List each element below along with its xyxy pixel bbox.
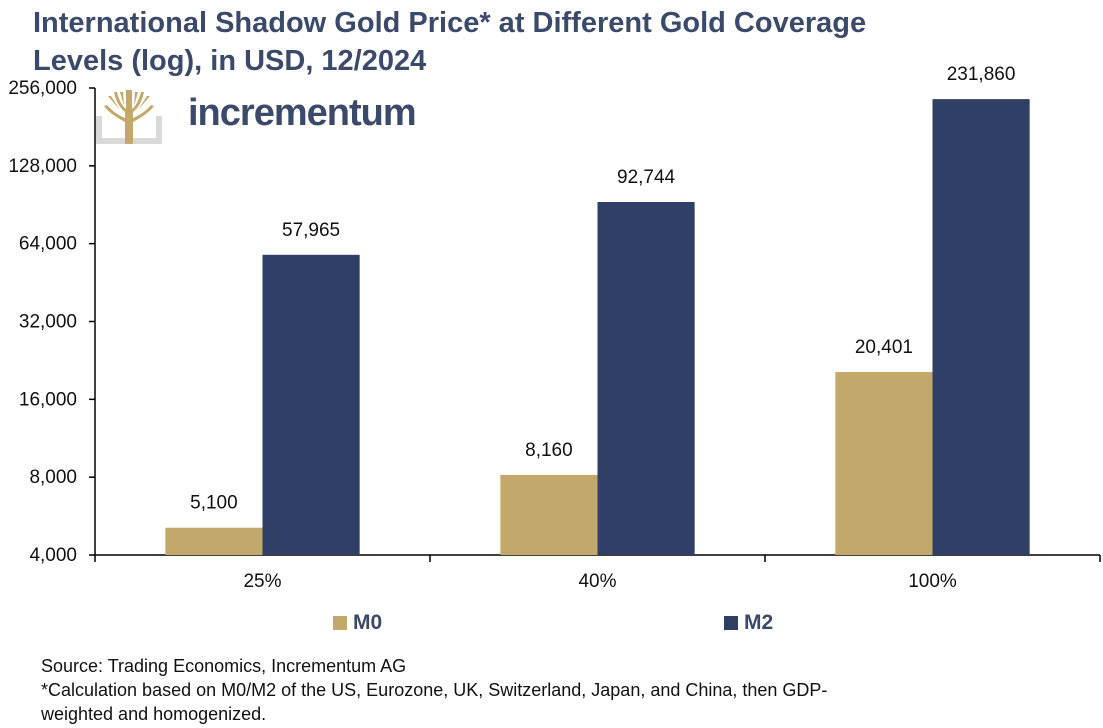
x-tick-label: 100% [908, 571, 957, 592]
source-note: Source: Trading Economics, Incrementum A… [41, 656, 407, 676]
bar-m0 [835, 372, 933, 555]
y-tick-label: 16,000 [19, 389, 77, 410]
legend-label-m0: M0 [353, 611, 383, 634]
chart-title-line-1: International Shadow Gold Price* at Diff… [33, 7, 867, 39]
legend-item-m2: M2 [724, 611, 773, 635]
x-tick-label: 25% [243, 571, 281, 592]
bar-m0 [500, 474, 598, 555]
y-tick-label: 32,000 [19, 312, 77, 333]
data-label-m2: 92,744 [617, 167, 676, 188]
calculation-note-line-2: weighted and homogenized. [41, 704, 267, 724]
bar-m0 [165, 527, 263, 555]
y-tick-label: 8,000 [29, 467, 77, 488]
tree-logo-icon [96, 90, 162, 144]
data-label-m2: 231,860 [947, 64, 1016, 85]
legend-item-m0: M0 [333, 611, 382, 635]
bar-m2 [597, 202, 695, 555]
x-tick-label: 40% [578, 571, 616, 592]
chart-title-line-2: Levels (log), in USD, 12/2024 [33, 45, 427, 77]
footer-notes: Source: Trading Economics, Incrementum A… [41, 654, 1081, 726]
data-label-m2: 57,965 [282, 220, 340, 241]
y-tick-label: 4,000 [29, 545, 77, 566]
calculation-note-line-1: *Calculation based on M0/M2 of the US, E… [41, 680, 828, 700]
legend: M0 M2 [0, 611, 1103, 637]
data-label-m0: 5,100 [190, 493, 238, 514]
bar-m2 [932, 99, 1030, 556]
y-tick-label: 256,000 [8, 78, 77, 99]
chart-title: International Shadow Gold Price* at Diff… [33, 4, 1033, 80]
legend-swatch-m0 [333, 616, 347, 630]
data-label-m0: 8,160 [525, 440, 573, 461]
bar-m2 [262, 254, 360, 555]
legend-swatch-m2 [724, 616, 738, 630]
legend-label-m2: M2 [744, 611, 774, 634]
y-tick-label: 64,000 [19, 234, 77, 255]
data-label-m0: 20,401 [855, 337, 913, 358]
y-tick-label: 128,000 [8, 156, 77, 177]
incrementum-logo-text: incrementum [188, 92, 417, 134]
